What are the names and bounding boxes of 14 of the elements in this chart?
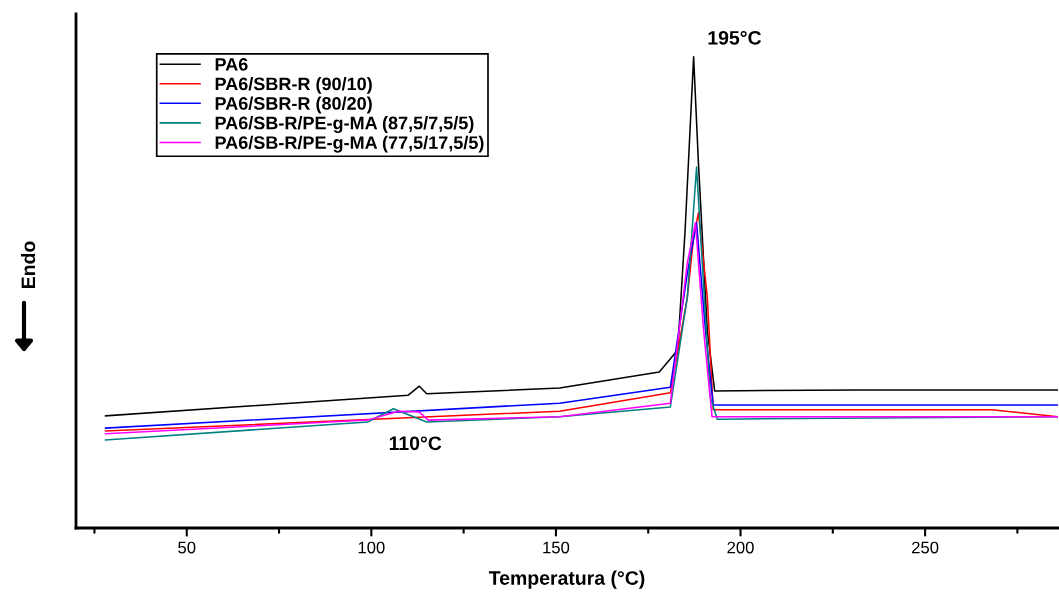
x-tick-label: 100 [358,541,385,554]
legend-label: PA6/SBR-R (90/10) [215,77,372,94]
legend-label: PA6/SB-R/PE-g-MA (87,5/7,5/5) [215,116,474,134]
legend-label: PA6/SB-R/PE-g-MA (77,5/17,5/5) [215,135,484,153]
x-tick-label: 250 [912,541,939,554]
legend-label: PA6/SBR-R (80/20) [215,96,372,114]
annotation: 195°C [708,30,762,45]
legend-label: PA6 [215,57,248,71]
annotation: 110°C [389,436,442,451]
x-tick-label: 200 [727,541,754,554]
x-tick-label: 50 [178,541,196,554]
y-axis-title: Endo [20,241,36,288]
x-tick-label: 150 [543,541,570,554]
x-axis-title: Temperatura (°C) [488,570,645,589]
